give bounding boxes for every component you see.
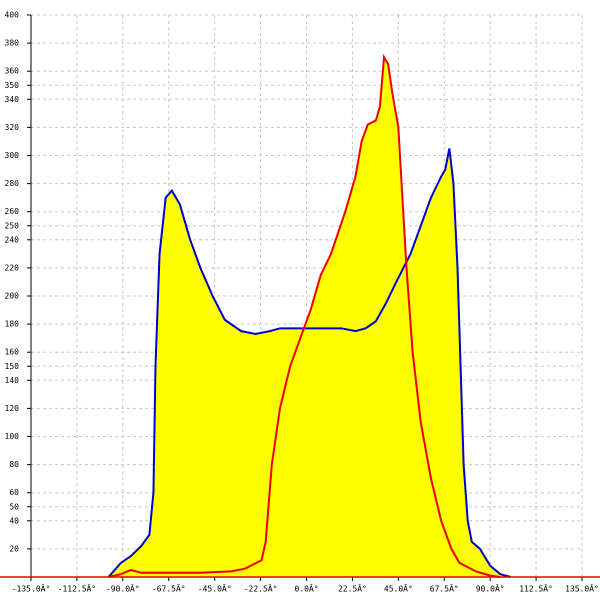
y-tick-label: 400 (5, 11, 20, 20)
x-tick-label: 45.0Â° (384, 583, 413, 594)
y-tick-label: 140 (5, 376, 20, 385)
y-tick-label: 320 (5, 123, 20, 132)
y-tick-label: 20 (9, 544, 19, 553)
x-tick-label: -135.0Â° (12, 583, 51, 594)
y-tick-label: 340 (5, 95, 20, 104)
x-tick-label: 112.5Â° (519, 583, 553, 594)
line (107, 148, 511, 578)
y-tick-label: 240 (5, 235, 20, 244)
y-tick-label: 350 (5, 81, 20, 90)
y-tick-label: 80 (9, 460, 19, 469)
y-tick-label: 100 (5, 432, 20, 441)
y-tick-label: 50 (9, 502, 19, 511)
y-tick-label: 200 (5, 292, 20, 301)
y-tick-label: 380 (5, 39, 20, 48)
y-tick-label: 150 (5, 362, 20, 371)
y-tick-label: 120 (5, 404, 20, 413)
y-tick-label: 40 (9, 516, 19, 525)
x-tick-label: 22.5Â° (338, 583, 367, 594)
area (108, 57, 501, 577)
y-tick-label: 160 (5, 348, 20, 357)
x-tick-label: -67.5Â° (152, 583, 186, 594)
x-tick-label: -90.0Â° (106, 583, 140, 594)
x-tick-label: -22.5Â° (244, 583, 278, 594)
x-tick-label: 90.0Â° (476, 583, 505, 594)
y-tick-label: 260 (5, 207, 20, 216)
x-tick-label: -45.0Â° (198, 583, 232, 594)
x-tick-label: 0.0Â° (294, 583, 318, 594)
y-tick-label: 360 (5, 67, 20, 76)
y-tick-label: 300 (5, 151, 20, 160)
y-tick-label: 180 (5, 320, 20, 329)
x-tick-label: -112.5Â° (58, 583, 97, 594)
y-tick-label: 280 (5, 179, 20, 188)
y-tick-label: 220 (5, 263, 20, 272)
y-tick-label: 60 (9, 488, 19, 497)
x-tick-label: 135.0Â° (565, 583, 599, 594)
line (108, 53, 501, 578)
y-tick-label: 250 (5, 221, 20, 230)
x-tick-label: 67.5Â° (430, 583, 459, 594)
